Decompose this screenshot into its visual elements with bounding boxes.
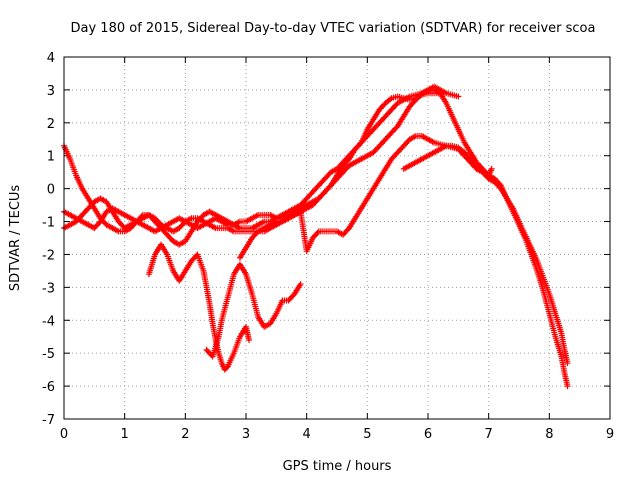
- y-tick-label: -3: [42, 281, 55, 296]
- x-tick-label: 0: [60, 427, 68, 442]
- series-track-7: [203, 261, 304, 360]
- y-tick-label: -4: [42, 314, 55, 329]
- x-tick-label: 3: [242, 427, 250, 442]
- mark-layer: [61, 83, 571, 390]
- series-track-6: [145, 241, 253, 373]
- data-point: [455, 93, 462, 100]
- data-point: [314, 229, 321, 236]
- series-track-2: [61, 83, 462, 235]
- x-tick-label: 2: [181, 427, 189, 442]
- tick-layer: 0 1 2 3 4 5 6 7 8 9 -7 -6 -5 -4 -3 -2 -1 0 1 2 3 4: [42, 51, 614, 442]
- plot-frame: [63, 56, 611, 420]
- y-tick-label: 4: [47, 51, 55, 66]
- x-axis-label: GPS time / hours: [283, 459, 392, 474]
- y-tick-label: 0: [47, 183, 55, 198]
- y-tick-label: 1: [47, 150, 55, 165]
- x-tick-label: 1: [121, 427, 129, 442]
- data-point: [437, 90, 444, 97]
- series-track-4: [236, 132, 571, 367]
- data-point: [297, 281, 304, 288]
- data-point: [488, 165, 495, 172]
- y-tick-label: -1: [42, 216, 55, 231]
- x-tick-label: 5: [363, 427, 371, 442]
- y-tick-label: -5: [42, 347, 55, 362]
- y-tick-label: 2: [47, 117, 55, 132]
- x-tick-label: 4: [303, 427, 311, 442]
- y-axis-label: SDTVAR / TECUs: [8, 185, 23, 292]
- y-tick-label: 3: [47, 84, 55, 99]
- x-tick-label: 8: [545, 427, 553, 442]
- y-tick-label: -7: [42, 413, 55, 428]
- x-tick-label: 6: [424, 427, 432, 442]
- data-point: [357, 140, 364, 147]
- chart-title: Day 180 of 2015, Sidereal Day-to-day VTE…: [71, 21, 596, 36]
- y-tick-label: -6: [42, 380, 55, 395]
- x-tick-label: 9: [606, 427, 614, 442]
- series-track-5: [400, 142, 571, 390]
- data-point: [564, 383, 571, 390]
- y-tick-label: -2: [42, 248, 55, 263]
- x-tick-label: 7: [485, 427, 493, 442]
- series-track-1: [61, 86, 495, 248]
- data-point: [246, 337, 253, 344]
